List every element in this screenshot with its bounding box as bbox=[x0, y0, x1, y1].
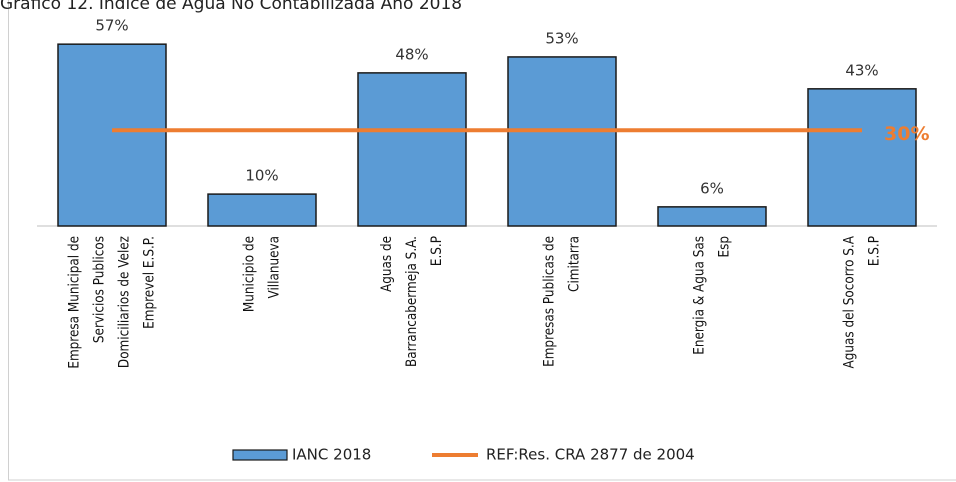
chart-title: Gráfico 12. Índice de Agua No Contabiliz… bbox=[0, 0, 462, 14]
data-label: 43% bbox=[845, 61, 878, 79]
legend-swatch bbox=[232, 449, 288, 461]
x-tick-label: Municipio de bbox=[241, 236, 257, 312]
x-tick-label: Villanueva bbox=[266, 236, 282, 299]
legend-label: IANC 2018 bbox=[292, 446, 371, 464]
x-tick-label: Aguas del Socorro S.A bbox=[841, 236, 857, 368]
data-label: 53% bbox=[545, 29, 578, 47]
x-tick-label: Barrancabermeja S.A. bbox=[404, 236, 420, 367]
bar bbox=[657, 206, 767, 227]
x-tick-label: Energia & Agua Sas bbox=[691, 236, 707, 355]
data-label: 57% bbox=[95, 17, 128, 35]
x-tick-label: Cimitarra bbox=[566, 236, 582, 292]
x-tick-label: Emprevel E.S.P. bbox=[141, 236, 157, 329]
x-tick-label: Empresa Municipal de bbox=[66, 236, 82, 369]
data-label: 48% bbox=[395, 45, 428, 63]
bar bbox=[207, 193, 317, 227]
x-tick-label: E.S.P bbox=[429, 236, 445, 266]
x-tick-label: Aguas de bbox=[379, 236, 395, 292]
x-tick-label: E.S.P bbox=[866, 236, 882, 266]
bar bbox=[507, 56, 617, 227]
chart-frame bbox=[8, 0, 956, 481]
bar bbox=[807, 88, 917, 227]
x-tick-label: Servicios Publicos bbox=[91, 236, 107, 343]
data-label: 10% bbox=[245, 167, 278, 185]
x-tick-label: Esp bbox=[716, 236, 732, 258]
data-label: 6% bbox=[700, 179, 724, 197]
bar bbox=[57, 43, 167, 227]
reference-label: 30% bbox=[884, 123, 929, 145]
x-tick-label: Empresas Publicas de bbox=[541, 236, 557, 367]
legend-label: REF:Res. CRA 2877 de 2004 bbox=[486, 446, 695, 464]
bar bbox=[357, 72, 467, 227]
x-tick-label: Domiciliarios de Velez bbox=[116, 236, 132, 368]
